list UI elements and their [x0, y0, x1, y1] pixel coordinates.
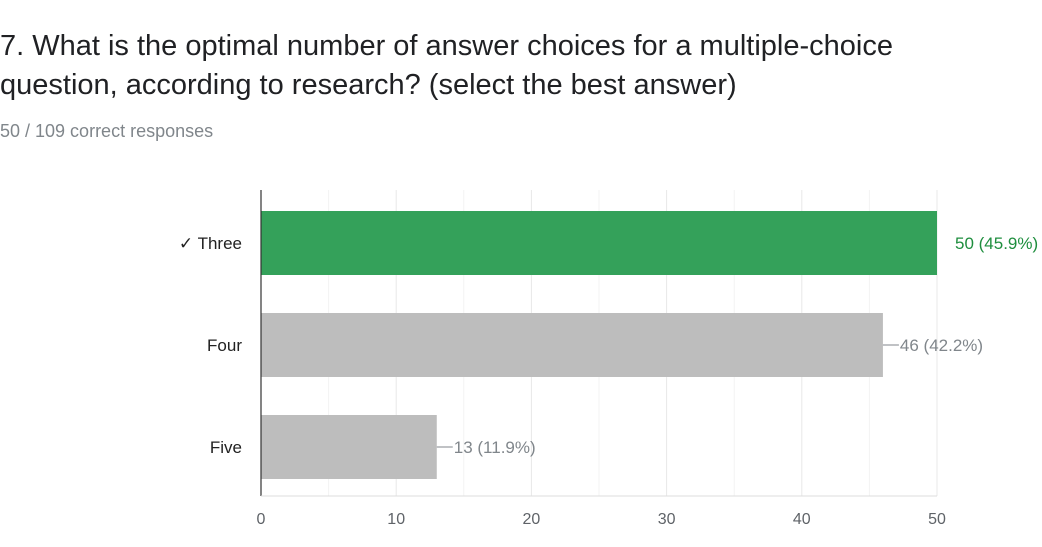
- x-tick-label-20: 20: [523, 511, 541, 528]
- value-label-three: 50 (45.9%): [955, 234, 1038, 253]
- value-label-four: 46 (42.2%): [900, 336, 983, 355]
- x-tick-label-10: 10: [387, 511, 405, 528]
- bar-five: [261, 415, 437, 479]
- correct-responses-summary: 50 / 109 correct responses: [0, 121, 214, 141]
- bar-four: [261, 313, 883, 377]
- question-title: 7. What is the optimal number of answer …: [0, 30, 893, 101]
- x-tick-label-50: 50: [928, 511, 946, 528]
- x-tick-label-40: 40: [793, 511, 811, 528]
- category-label-three: ✓ Three: [179, 234, 242, 253]
- category-label-five: Five: [210, 438, 242, 457]
- category-label-four: Four: [207, 336, 242, 355]
- bars: [261, 211, 937, 479]
- axes: 0 10 20 30 40 50: [257, 190, 946, 528]
- bar-three: [261, 211, 937, 275]
- x-tick-label-30: 30: [658, 511, 676, 528]
- value-label-five: 13 (11.9%): [454, 438, 536, 457]
- x-tick-label-0: 0: [257, 511, 266, 528]
- labels: ✓ Three 50 (45.9%) Four 46 (42.2%) Five 13 (1…: [179, 234, 1038, 457]
